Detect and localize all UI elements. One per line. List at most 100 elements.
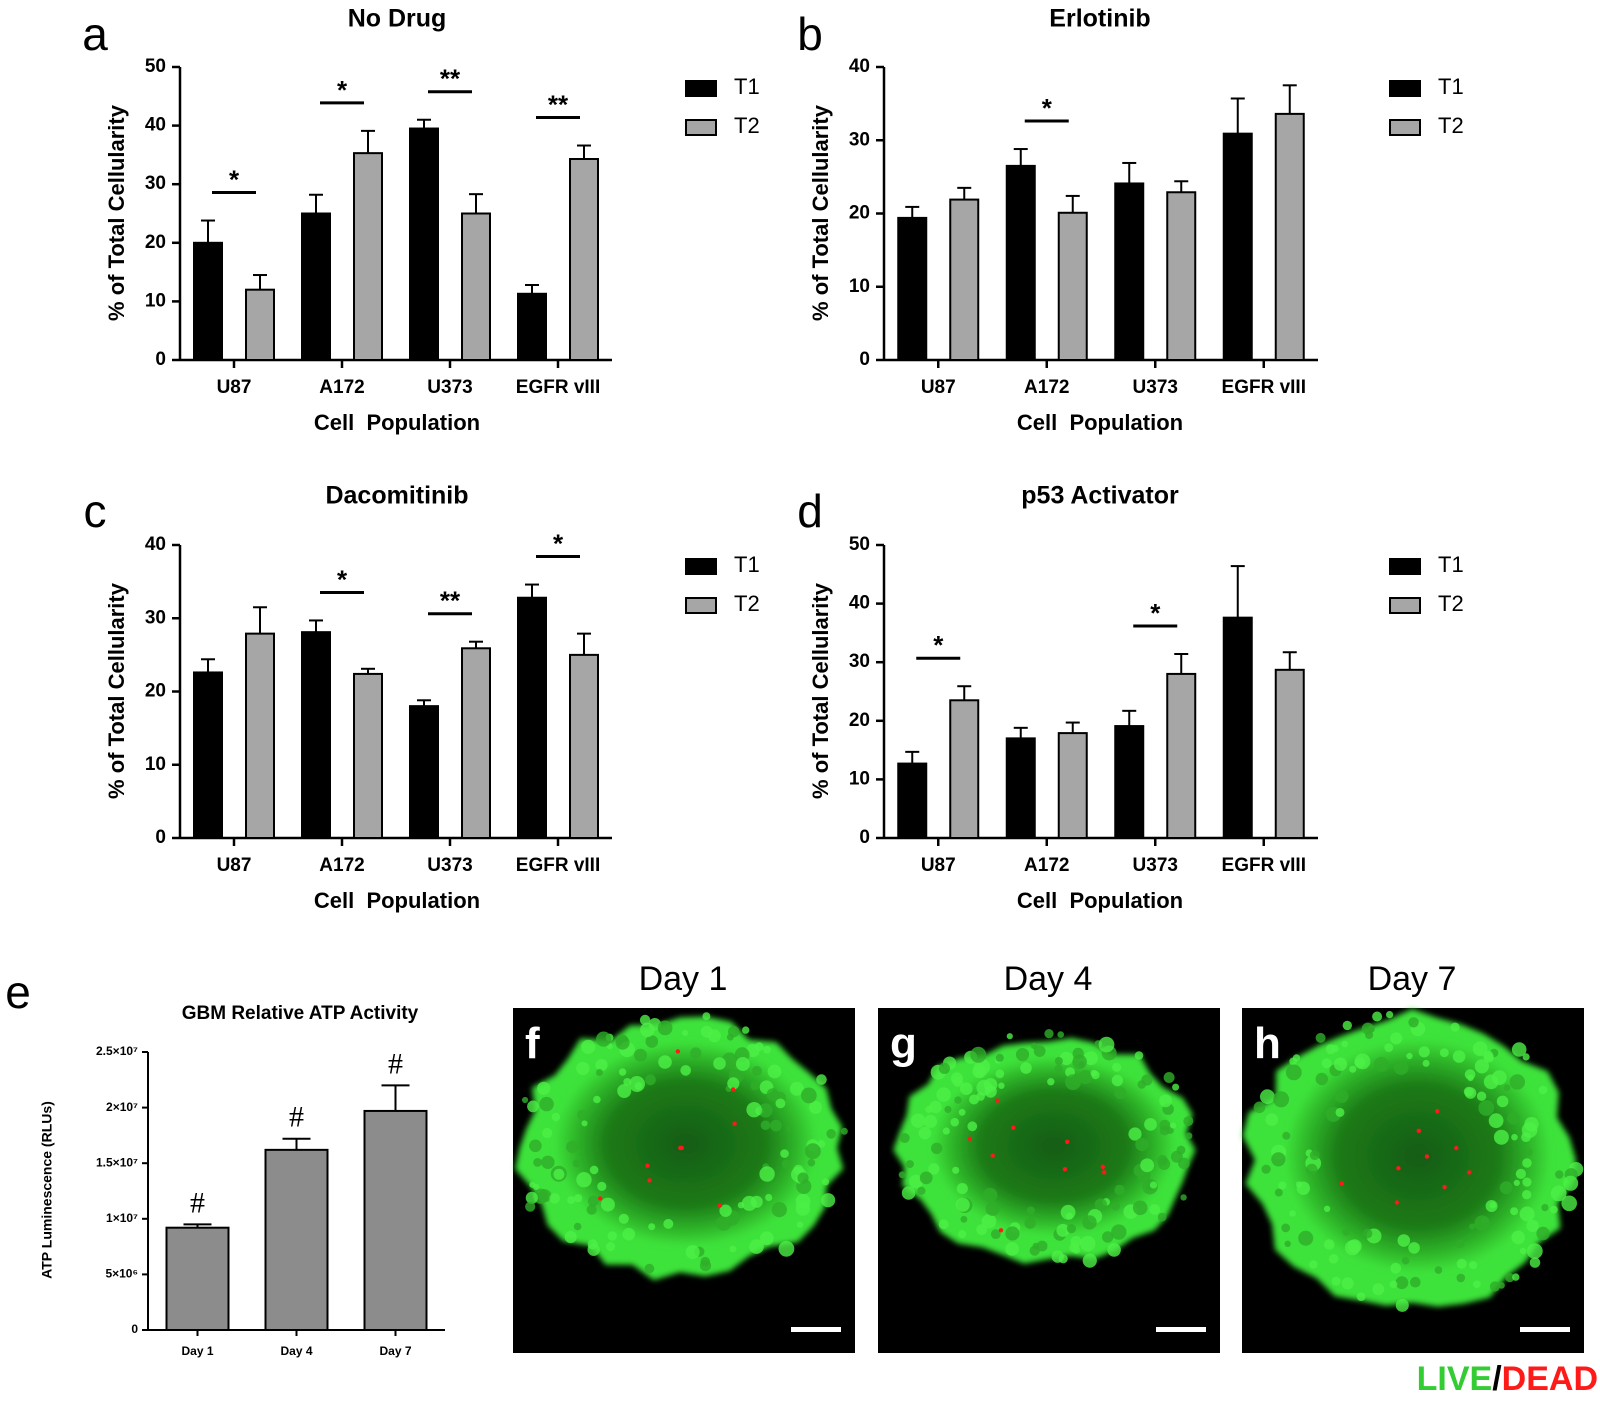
live-cell bbox=[595, 1058, 608, 1072]
chart-p53-activator: 0 10 20 30 40 50 U87 A172 U373 EGFR vIII * * p53 Act… bbox=[808, 482, 1464, 913]
live-cell bbox=[1483, 1052, 1494, 1063]
y-tick-label: 0 bbox=[131, 1322, 138, 1336]
live-cell bbox=[1114, 1086, 1127, 1100]
live-cell bbox=[1141, 1074, 1153, 1086]
live-cell bbox=[640, 1022, 655, 1038]
live-cell bbox=[771, 1202, 787, 1218]
live-cell bbox=[1503, 1084, 1511, 1092]
bar-t2 bbox=[461, 212, 491, 361]
live-cell bbox=[713, 1057, 726, 1070]
live-cell bbox=[1298, 1230, 1314, 1246]
legend-swatch-t2 bbox=[1389, 597, 1421, 614]
live-cell bbox=[645, 1074, 656, 1086]
legend-label-t1: T1 bbox=[734, 74, 760, 99]
live-cell bbox=[542, 1127, 553, 1139]
legend-swatch-t1 bbox=[1389, 80, 1421, 97]
live-cell bbox=[1166, 1126, 1174, 1134]
y-tick-label: 1×10⁷ bbox=[106, 1211, 138, 1225]
live-cell bbox=[1323, 1205, 1331, 1213]
live-cell bbox=[923, 1114, 938, 1128]
stain-separator: / bbox=[1492, 1360, 1502, 1398]
live-cell bbox=[741, 1195, 757, 1211]
micrograph-letter: h bbox=[1254, 1019, 1281, 1068]
y-tick-label: 10 bbox=[849, 768, 870, 789]
live-cell bbox=[600, 1197, 615, 1212]
live-cell bbox=[936, 1087, 951, 1102]
live-cell bbox=[1406, 1052, 1413, 1060]
live-cell bbox=[746, 1102, 762, 1118]
live-cell bbox=[901, 1186, 916, 1200]
live-cell bbox=[800, 1087, 817, 1104]
scale-bar bbox=[1520, 1327, 1570, 1332]
micrograph-letter: f bbox=[525, 1019, 540, 1068]
live-cell bbox=[607, 1231, 617, 1241]
x-tick-label: U373 bbox=[427, 855, 472, 876]
live-cell bbox=[1315, 1032, 1326, 1043]
live-cell bbox=[1328, 1254, 1339, 1264]
live-cell bbox=[1356, 1292, 1366, 1301]
live-cell bbox=[925, 1105, 933, 1114]
live-cell bbox=[1354, 1057, 1366, 1068]
legend-label-t2: T2 bbox=[1438, 113, 1464, 138]
live-cell bbox=[1282, 1131, 1291, 1140]
live-cell bbox=[737, 1202, 745, 1209]
live-cell bbox=[1072, 1245, 1081, 1254]
live-cell bbox=[726, 1033, 734, 1041]
dead-cell bbox=[998, 1228, 1004, 1233]
live-cell bbox=[1519, 1247, 1527, 1255]
x-tick-label: U373 bbox=[427, 377, 472, 398]
x-tick-label: EGFR vIII bbox=[516, 855, 600, 876]
live-cell bbox=[1488, 1113, 1504, 1129]
x-tick-label: Day 1 bbox=[181, 1344, 213, 1358]
live-cell bbox=[1111, 1224, 1127, 1240]
y-tick-label: 50 bbox=[145, 56, 166, 77]
live-cell bbox=[1157, 1212, 1167, 1222]
significance-star: * bbox=[337, 564, 348, 594]
y-tick-label: 2.5×10⁷ bbox=[96, 1044, 138, 1058]
live-cell bbox=[749, 1239, 764, 1254]
bar-t2 bbox=[1274, 668, 1305, 839]
live-cell bbox=[589, 1165, 599, 1175]
live-cell bbox=[1172, 1083, 1180, 1091]
live-cell bbox=[702, 1012, 711, 1021]
bar-t1 bbox=[1005, 737, 1036, 840]
x-tick-label: EGFR vIII bbox=[1222, 377, 1306, 398]
live-cell bbox=[586, 1204, 597, 1215]
bar-t2 bbox=[1057, 211, 1088, 361]
live-cell bbox=[1550, 1185, 1567, 1202]
x-tick-label: U87 bbox=[217, 855, 252, 876]
live-cell bbox=[1515, 1168, 1526, 1179]
live-cell bbox=[1342, 1228, 1350, 1236]
live-cell bbox=[566, 1140, 579, 1154]
live-cell bbox=[680, 1065, 691, 1076]
live-cell bbox=[663, 1218, 674, 1229]
live-cell bbox=[1273, 1091, 1290, 1108]
live-cell bbox=[1020, 1062, 1032, 1074]
live-cell bbox=[1082, 1215, 1097, 1230]
live-cell bbox=[1149, 1181, 1158, 1189]
panel-letter-c: c bbox=[84, 485, 107, 537]
live-cell bbox=[1395, 1276, 1409, 1290]
dead-cell bbox=[1339, 1181, 1344, 1186]
live-cell bbox=[1070, 1236, 1082, 1248]
live-cell bbox=[1541, 1204, 1549, 1212]
live-cell bbox=[840, 1127, 848, 1135]
live-cell bbox=[1526, 1219, 1539, 1233]
significance-star: ** bbox=[440, 64, 461, 94]
live-cell bbox=[1372, 1283, 1385, 1296]
live-cell bbox=[1510, 1207, 1519, 1216]
live-cell bbox=[618, 1213, 629, 1224]
dead-cell bbox=[1442, 1184, 1447, 1190]
live-cell bbox=[919, 1171, 933, 1185]
y-tick-label: 2×10⁷ bbox=[106, 1100, 138, 1114]
dead-cell bbox=[1416, 1128, 1422, 1134]
live-cell bbox=[1341, 1040, 1348, 1048]
bar-t1 bbox=[897, 216, 928, 361]
significance-star: * bbox=[933, 630, 944, 660]
y-tick-label: 30 bbox=[849, 651, 870, 672]
significance-star: * bbox=[553, 529, 564, 559]
y-tick-label: 10 bbox=[145, 754, 166, 775]
live-cell bbox=[742, 1026, 750, 1034]
live-cell bbox=[807, 1158, 816, 1167]
y-tick-label: 40 bbox=[849, 56, 870, 77]
